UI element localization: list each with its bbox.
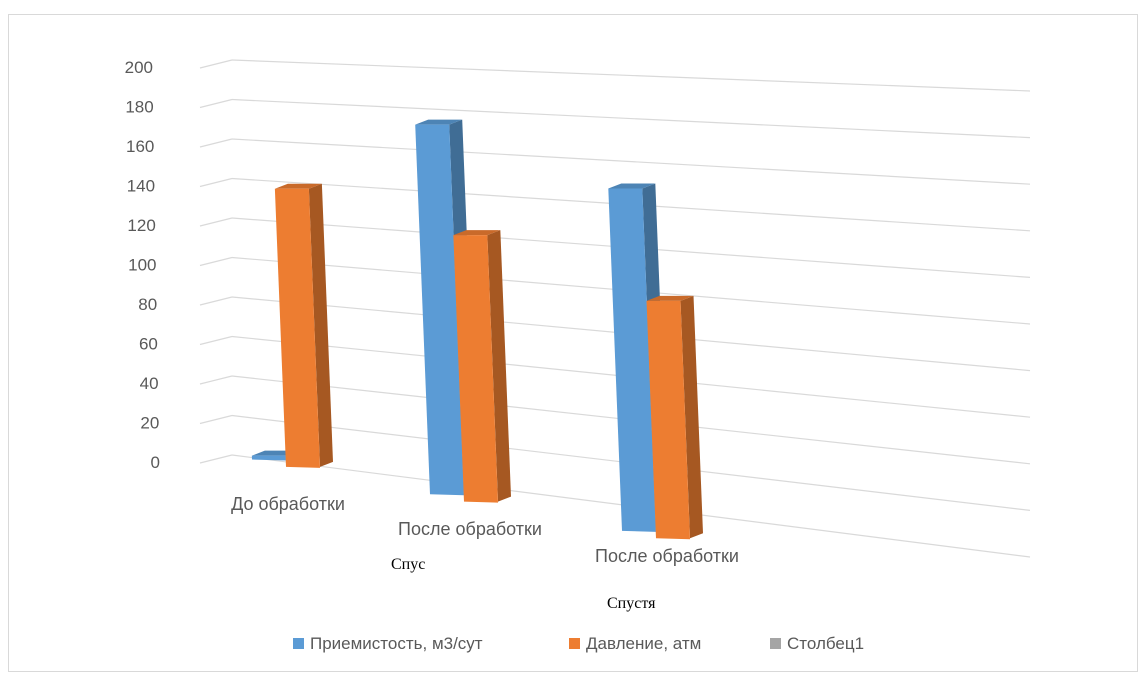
bar-front <box>646 300 690 540</box>
gridline-side <box>199 335 233 346</box>
category-label: После обработки <box>398 519 542 539</box>
y-tick-label: 200 <box>125 58 153 77</box>
bar-top <box>274 183 322 189</box>
y-tick-label: 140 <box>127 177 155 196</box>
y-tick-label: 0 <box>151 453 160 472</box>
gridline-side <box>199 217 233 227</box>
bar <box>646 295 703 540</box>
y-tick-label: 100 <box>128 256 156 275</box>
bar-front <box>453 235 498 503</box>
y-tick-label: 180 <box>125 98 153 117</box>
gridline <box>231 138 1031 185</box>
bar-front <box>608 188 656 532</box>
category-label: До обработки <box>231 494 345 514</box>
gridline-side <box>199 177 233 188</box>
gridline-side <box>199 414 233 425</box>
legend: Приемистость, м3/сут Давление, атм Столбец… <box>293 634 864 653</box>
legend-swatch <box>293 638 304 649</box>
category-label: После обработки <box>595 546 739 566</box>
gridline <box>231 59 1031 92</box>
bar-top <box>608 183 656 189</box>
gridline-side <box>199 256 233 267</box>
gridline-side <box>199 375 233 385</box>
legend-swatch <box>770 638 781 649</box>
chart-frame <box>8 14 1138 672</box>
bar-top <box>453 230 501 236</box>
legend-label: Давление, атм <box>586 634 701 653</box>
bar-top <box>415 119 463 125</box>
legend-label: Столбец1 <box>787 634 864 653</box>
bar-front <box>274 188 320 468</box>
gridline-side <box>199 138 233 148</box>
annotation-spustya: Спустя <box>607 595 656 612</box>
y-tick-label: 160 <box>126 137 154 156</box>
bar-top <box>646 295 694 301</box>
gridline-side <box>199 296 233 306</box>
bar-front <box>251 455 286 461</box>
category-labels: До обработки После обработки После обработ… <box>231 494 739 566</box>
gridline-side <box>199 98 233 109</box>
gridline <box>231 98 1031 139</box>
gridline-side <box>199 454 233 464</box>
y-tick-label: 40 <box>140 374 159 393</box>
y-axis-ticks: 0 20 40 60 80 100 120 140 160 180 200 <box>125 58 160 472</box>
bars <box>251 119 703 540</box>
bar-side <box>680 295 703 539</box>
legend-label: Приемистость, м3/сут <box>310 634 483 653</box>
bar <box>453 230 511 503</box>
annotation-spus: Спус <box>391 556 425 573</box>
gridline-side <box>199 59 233 69</box>
bar-side <box>487 230 511 502</box>
y-tick-label: 120 <box>127 216 155 235</box>
y-tick-label: 80 <box>138 295 157 314</box>
y-tick-label: 20 <box>140 414 159 433</box>
bar-front <box>415 124 464 496</box>
bar <box>274 183 333 468</box>
bar-side <box>308 183 333 467</box>
legend-swatch <box>569 638 580 649</box>
y-tick-label: 60 <box>139 335 158 354</box>
